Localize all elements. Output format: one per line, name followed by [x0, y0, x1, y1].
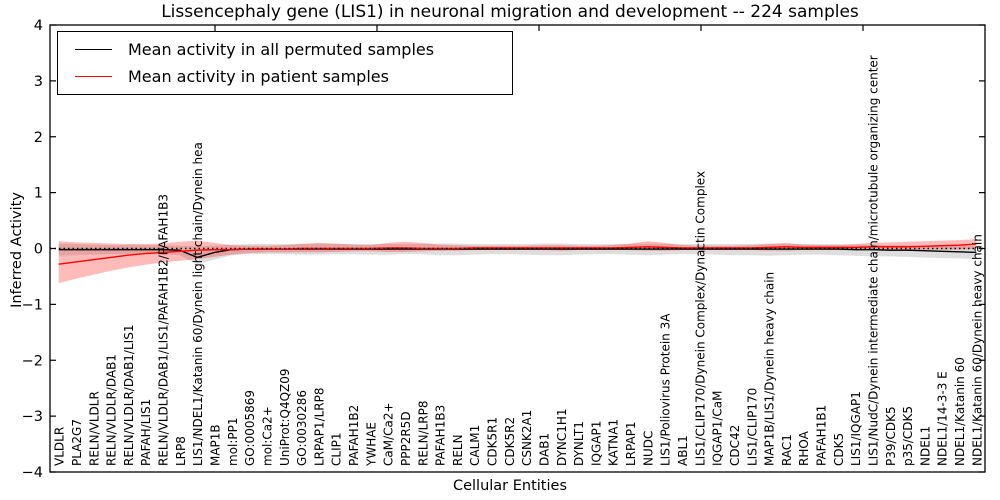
category-label: LIS1/CLIP170/Dynein Complex/Dynactin Com… [693, 171, 707, 466]
category-label: PAFAH1B2 [347, 405, 361, 466]
category-label: IQGAP1 [589, 421, 603, 466]
chart-title: Lissencephaly gene (LIS1) in neuronal mi… [161, 2, 859, 22]
category-label: MAP1B [208, 424, 222, 466]
category-label: GO:0005869 [243, 390, 257, 466]
category-label: CALM1 [468, 425, 482, 466]
category-label: DAB1 [537, 433, 551, 466]
y-tick-label: −1 [22, 297, 43, 313]
category-label: LIS1/CLIP170 [745, 388, 759, 466]
category-label: PAFAH1B3 [434, 405, 448, 466]
category-label: MAP1B/LIS1/Dynein heavy chain [763, 272, 777, 466]
category-label: CDK5 [832, 433, 846, 466]
category-label: LIS1/Poliovirus Protein 3A [659, 313, 673, 466]
category-label: RELN/VLDLR/DAB1/LIS1/PAFAH1B2/PAFAH1B3 [157, 194, 171, 466]
category-label: NDEL1/14-3-3 E [936, 371, 950, 466]
y-tick-label: 4 [34, 18, 43, 34]
category-label: RAC1 [780, 434, 794, 466]
category-label: LIS1/NDEL1/Katanin 60/Dynein light chain… [191, 142, 205, 466]
category-label: P39/CDK5 [884, 406, 898, 466]
y-tick-label: 0 [34, 242, 43, 258]
category-label: PAFAH1B1 [815, 405, 829, 466]
category-label: RELN/VLDLR/DAB1/LIS1 [122, 325, 136, 466]
category-label: mol:Ca2+ [260, 406, 274, 466]
y-tick-label: 2 [34, 130, 43, 146]
y-tick-label: −2 [22, 353, 43, 369]
category-label: p35/CDK5 [901, 406, 915, 466]
category-label: NDEL1 [918, 426, 932, 466]
category-label: DYNLT1 [572, 421, 586, 466]
patient-confidence-band [58, 239, 977, 284]
category-label: CSNK2A1 [520, 410, 534, 466]
category-label: RELN [451, 434, 465, 466]
category-label: LIS1/IQGAP1 [849, 391, 863, 466]
category-label: IQGAP1/CaM [711, 391, 725, 467]
category-label: PPP2R5D [399, 411, 413, 466]
category-label: NDEL1/Katanin 60 [953, 357, 967, 466]
category-label: RHOA [797, 430, 811, 466]
category-label: LIS1/NudC/Dynein intermediate chain/micr… [866, 55, 880, 466]
y-tick-label: 3 [34, 74, 43, 90]
category-label: LRPAP1 [624, 421, 638, 466]
legend-item-patient: Mean activity in patient samples [58, 63, 512, 90]
category-label: KATNA1 [607, 419, 621, 466]
category-label: RELN/VLDLR/DAB1 [105, 354, 119, 466]
category-label: YWHAE [364, 422, 378, 467]
permuted-line-swatch [75, 49, 112, 50]
permuted-mean-line [58, 248, 977, 259]
category-label: NDEL1/Katanin 60/Dynein heavy chain [970, 234, 984, 466]
category-label: CDK5R1 [486, 417, 500, 466]
category-label: GO:0030286 [295, 390, 309, 466]
category-label: PLA2G7 [70, 419, 84, 466]
category-label: DYNC1H1 [555, 408, 569, 466]
category-label: LRPAP1/LRP8 [312, 387, 326, 466]
category-label: UniProt:Q4QZ09 [278, 368, 292, 466]
patient-line-swatch [75, 76, 112, 77]
y-tick-label: −4 [22, 465, 43, 481]
category-label: CaM/Ca2+ [382, 402, 396, 466]
category-label: RELN/LRP8 [416, 400, 430, 466]
category-label: NUDC [641, 431, 655, 466]
category-label: CLIP1 [330, 433, 344, 466]
y-tick-label: −3 [22, 409, 43, 425]
category-label: PAFAH/LIS1 [139, 399, 153, 466]
category-label: ABL1 [676, 435, 690, 466]
category-label: VLDLR [53, 427, 67, 466]
category-label: mol:PP1 [226, 417, 240, 466]
category-label: CDK5R2 [503, 417, 517, 466]
legend-box: Mean activity in all permuted samples Me… [57, 31, 513, 95]
category-label: LRP8 [174, 436, 188, 466]
y-tick-label: 1 [34, 186, 43, 202]
category-label: RELN/VLDLR [87, 391, 101, 466]
legend-item-permuted: Mean activity in all permuted samples [58, 36, 512, 63]
patient-mean-line [58, 243, 977, 265]
legend-label-permuted: Mean activity in all permuted samples [128, 40, 435, 59]
x-axis-label: Cellular Entities [452, 478, 568, 494]
legend-label-patient: Mean activity in patient samples [128, 67, 389, 86]
y-axis-label: Inferred Activity [9, 192, 25, 308]
category-label: CDC42 [728, 425, 742, 466]
